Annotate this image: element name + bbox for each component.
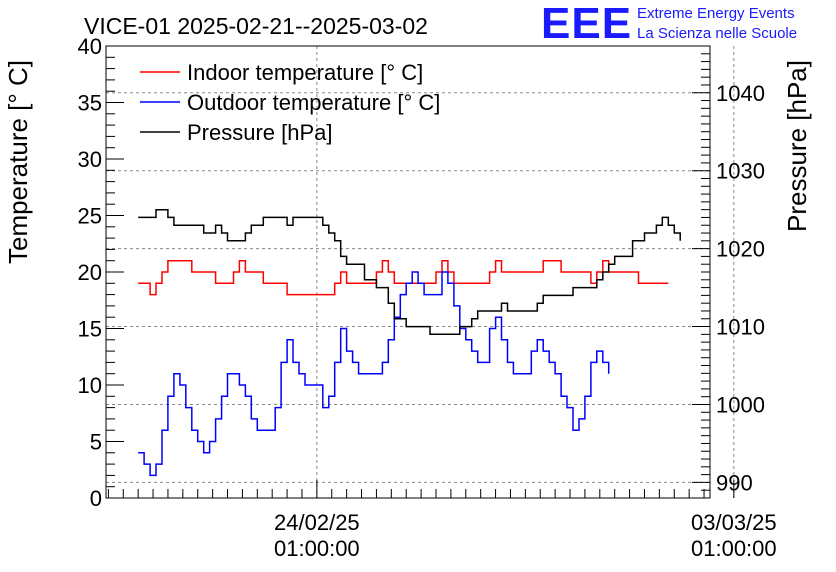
y2-tick-label: 1010 <box>716 315 765 340</box>
y2-tick-label: 1040 <box>716 81 765 106</box>
legend-label-0: Indoor temperature [° C] <box>187 60 423 85</box>
y2-tick-label: 1000 <box>716 392 765 417</box>
y2-tick-label: 1030 <box>716 159 765 184</box>
y-tick-label: 5 <box>90 430 102 455</box>
x-tick-time: 01:00:00 <box>691 536 777 561</box>
y-tick-label: 15 <box>78 317 102 342</box>
eee-logo-mark: EEE <box>541 0 633 48</box>
y-tick-label: 40 <box>78 34 102 59</box>
x-tick-time: 01:00:00 <box>274 536 360 561</box>
legend-label-1: Outdoor temperature [° C] <box>187 90 440 115</box>
logo-line-1: Extreme Energy Events <box>637 5 795 22</box>
logo-line-2: La Scienza nelle Scuole <box>637 25 798 42</box>
series-line-1 <box>138 271 610 477</box>
y-tick-label: 30 <box>78 147 102 172</box>
y2-tick-label: 1020 <box>716 237 765 262</box>
x-tick-date: 24/02/25 <box>274 510 360 535</box>
chart-title: VICE-01 2025-02-21--2025-03-02 <box>84 13 428 39</box>
y2-tick-label: 990 <box>716 470 753 495</box>
y-tick-label: 20 <box>78 260 102 285</box>
y-tick-label: 25 <box>78 204 102 229</box>
series-line-2 <box>138 208 681 336</box>
y-tick-label: 0 <box>90 486 102 511</box>
y-tick-label: 35 <box>78 91 102 116</box>
y2-axis-title: Pressure [hPa] <box>782 60 812 232</box>
x-tick-date: 03/03/25 <box>691 510 777 535</box>
legend-label-2: Pressure [hPa] <box>187 120 333 145</box>
eee-logo-text: Extreme Energy Events La Scienza nelle S… <box>637 4 797 44</box>
y-tick-label: 10 <box>78 373 102 398</box>
series-line-0 <box>138 259 669 296</box>
y-axis-title: Temperature [° C] <box>3 60 33 264</box>
